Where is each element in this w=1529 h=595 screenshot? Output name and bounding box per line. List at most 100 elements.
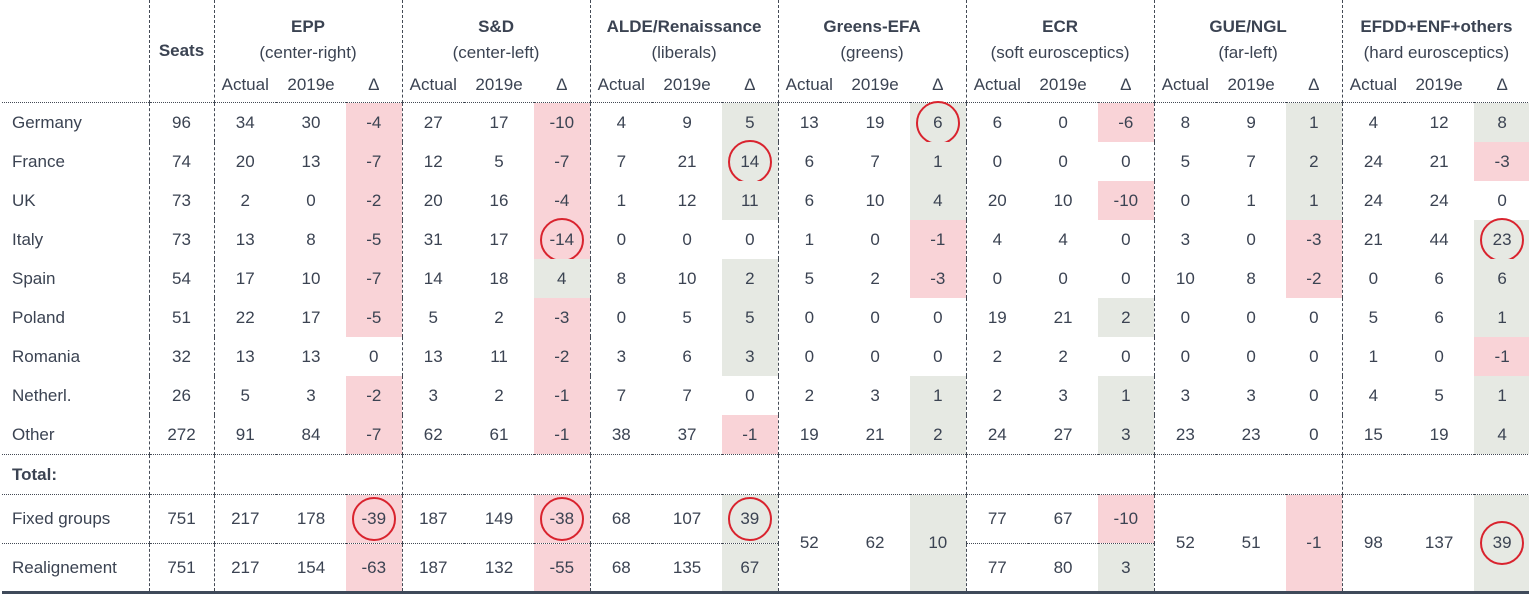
estimated-seats: 5: [1434, 385, 1444, 405]
estimated-seats: 10: [865, 190, 885, 210]
estimated-seats: 6: [1434, 307, 1444, 327]
group-subtitle: (far-left): [1218, 43, 1278, 62]
estimate-header: 2019e: [840, 68, 911, 103]
seat-change: -55: [534, 543, 591, 594]
actual-seats: 5: [777, 259, 841, 298]
estimate-header: 2019e: [464, 68, 535, 103]
highlight-circle: 39: [1480, 521, 1525, 565]
estimated-seats: 67: [1028, 494, 1099, 544]
corner: [2, 0, 149, 103]
estimated-seats: 9: [1216, 102, 1287, 142]
estimated-seats: 17: [464, 102, 535, 142]
group-subtitle: (liberals): [651, 43, 717, 62]
actual-seats: 0: [777, 337, 841, 376]
seat-change: -3: [910, 259, 967, 298]
actual-seats: 4: [1341, 376, 1405, 415]
actual-seats: 1: [777, 220, 841, 259]
actual-seats: 13: [401, 337, 465, 376]
empty-cell: [1153, 454, 1343, 495]
group-subtitle: (soft eurosceptics): [990, 43, 1130, 62]
actual-seats: 0: [965, 259, 1029, 298]
table-row: Romania 32 13 13 0 13 11 -2 3 6 3 0 0 0 2 2 0 0 0 0 1 0 -1: [2, 337, 1529, 376]
actual-seats: 20: [213, 142, 276, 181]
seat-change: -1: [534, 415, 591, 455]
estimated-seats: 62: [840, 494, 911, 594]
sub-header-row: Actual 2019e Δ Actual 2019e Δ Actual 2019e Δ Actu…: [2, 68, 1529, 103]
seat-change: -1: [1286, 494, 1343, 594]
actual-seats: 0: [1341, 259, 1405, 298]
actual-seats: 13: [213, 220, 276, 259]
actual-header: Actual: [589, 68, 653, 103]
actual-header: Actual: [401, 68, 465, 103]
seat-change: 3: [1098, 415, 1155, 455]
actual-seats: 3: [589, 337, 653, 376]
actual-seats: 187: [401, 543, 465, 594]
seat-change: 0: [1121, 268, 1131, 288]
seat-change: 2: [722, 259, 779, 298]
estimated-seats: 0: [1058, 268, 1068, 288]
table-row: Poland 51 22 17 -5 5 2 -3 0 5 5 0 0 0 19 21 2 0 0 0 5 6 1: [2, 298, 1529, 337]
seat-change: -10: [1098, 494, 1155, 544]
actual-seats: 23: [1153, 415, 1217, 455]
actual-seats: 62: [401, 415, 465, 455]
seat-change: -2: [534, 337, 591, 376]
seat-change: 5: [722, 102, 779, 142]
actual-seats: 4: [589, 102, 653, 142]
estimated-seats: 12: [1404, 102, 1475, 142]
actual-seats: 0: [777, 298, 841, 337]
actual-seats: 2: [965, 376, 1029, 415]
seats-value: 96: [148, 102, 214, 142]
estimated-seats: 8: [1246, 268, 1256, 288]
table-row: Other 272 91 84 -7 62 61 -1 38 37 -1 19 21 2 24 27 3 23 23…: [2, 415, 1529, 455]
actual-seats: 13: [213, 337, 276, 376]
estimated-seats: 7: [870, 151, 880, 171]
actual-seats: 4: [1341, 102, 1405, 142]
estimated-seats: 107: [652, 494, 723, 544]
country-label: France: [12, 151, 65, 171]
actual-seats: 91: [213, 415, 276, 455]
seat-change: -1: [534, 376, 591, 415]
estimated-seats: 0: [1246, 307, 1256, 327]
actual-seats: 0: [589, 220, 653, 259]
seat-change: -3: [534, 298, 591, 337]
group-header: EFDD+ENF+others (hard eurosceptics): [1341, 0, 1529, 68]
seat-change: 1: [1286, 102, 1343, 142]
seats-value: 74: [148, 142, 214, 181]
delta-header: Δ: [1286, 68, 1343, 103]
seat-change: 1: [1474, 376, 1529, 415]
seat-change: 0: [933, 307, 943, 327]
group-header-row: Seats EPP (center-right) S&D (center-left) AL…: [2, 0, 1529, 103]
seat-change: 11: [722, 181, 779, 220]
estimate-header: 2019e: [1216, 68, 1287, 103]
seat-change: -7: [346, 142, 403, 181]
estimate-header: 2019e: [652, 68, 723, 103]
actual-seats: 13: [777, 102, 841, 142]
seat-change: -3: [1286, 220, 1343, 259]
estimated-seats: 13: [301, 346, 321, 366]
actual-seats: 20: [401, 181, 465, 220]
delta-header: Δ: [534, 68, 591, 103]
seat-change: -4: [534, 181, 591, 220]
seat-change: 6: [910, 100, 967, 145]
seat-change: -1: [1474, 337, 1529, 376]
actual-seats: 0: [1153, 298, 1217, 337]
estimated-seats: 135: [652, 543, 723, 594]
actual-seats: 3: [1153, 376, 1217, 415]
seat-change: -5: [346, 220, 403, 259]
estimated-seats: 7: [682, 385, 692, 405]
actual-seats: 38: [589, 415, 653, 455]
actual-seats: 5: [1341, 298, 1405, 337]
seat-change: 0: [745, 385, 755, 405]
seat-change: -1: [722, 415, 779, 455]
country-label: Poland: [12, 307, 65, 327]
highlight-circle: 14: [727, 139, 772, 184]
actual-seats: 7: [589, 376, 653, 415]
empty-cell: [1341, 454, 1529, 495]
seat-change: 10: [910, 494, 967, 594]
estimated-seats: 21: [865, 424, 885, 444]
estimated-seats: 0: [1434, 346, 1444, 366]
group-name: EPP: [290, 17, 326, 36]
seat-change: -7: [346, 415, 403, 455]
estimated-seats: 30: [276, 102, 346, 142]
total-label: Total:: [2, 454, 149, 495]
